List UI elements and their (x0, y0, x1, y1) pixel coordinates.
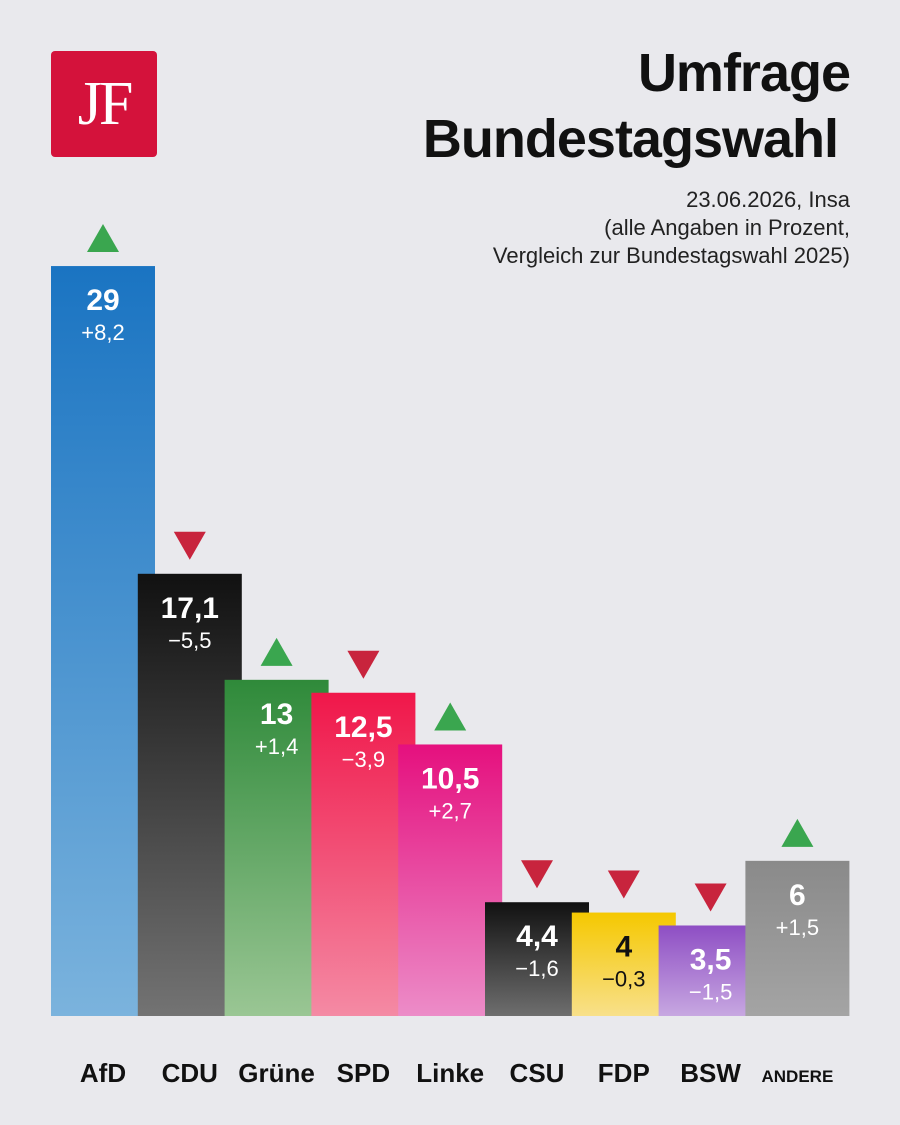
subtitle: 23.06.2026, Insa (alle Angaben in Prozen… (493, 186, 850, 270)
category-label-fdp: FDP (598, 1058, 650, 1088)
value-label-spd: 12,5 (334, 711, 392, 744)
bar-linke (398, 744, 503, 1016)
value-label-cdu: 17,1 (161, 592, 219, 625)
value-label-fdp: 4 (615, 931, 632, 964)
change-label-spd: −3,9 (342, 747, 385, 772)
bar-fdp (571, 912, 676, 1016)
change-label-afd: +8,2 (81, 320, 124, 345)
bar-bsw (658, 925, 763, 1016)
value-label-andere: 6 (789, 879, 806, 912)
value-label-csu: 4,4 (516, 920, 558, 953)
trend-down-icon (347, 650, 380, 679)
subtitle-line-1: 23.06.2026, Insa (686, 187, 850, 212)
bar-grne (224, 679, 329, 1016)
change-label-grne: +1,4 (255, 734, 298, 759)
change-label-andere: +1,5 (776, 915, 819, 940)
category-label-grne: Grüne (238, 1058, 315, 1088)
category-label-csu: CSU (510, 1058, 565, 1088)
value-label-grne: 13 (260, 698, 293, 731)
category-label-linke: Linke (416, 1058, 484, 1088)
category-label-afd: AfD (80, 1058, 126, 1088)
subtitle-line-3: Vergleich zur Bundestagswahl 2025) (492, 243, 850, 268)
trend-down-icon (694, 883, 727, 912)
trend-up-icon (781, 818, 814, 847)
value-label-bsw: 3,5 (690, 943, 732, 976)
category-label-andere: ANDERE (762, 1067, 834, 1086)
bar-spd (311, 692, 416, 1016)
change-label-fdp: −0,3 (602, 967, 645, 992)
change-label-csu: −1,6 (515, 956, 558, 981)
trend-up-icon (87, 224, 119, 253)
change-label-linke: +2,7 (428, 798, 471, 823)
change-label-cdu: −5,5 (168, 628, 211, 653)
trend-down-icon (173, 531, 206, 560)
change-label-bsw: −1,5 (689, 979, 732, 1004)
trend-down-icon (607, 870, 640, 899)
subtitle-line-2: (alle Angaben in Prozent, (604, 215, 850, 240)
category-label-bsw: BSW (680, 1058, 741, 1088)
bar-andere (745, 860, 850, 1016)
title-line-2: Bundestagswahl (422, 109, 839, 169)
jf-logo: JF (51, 51, 157, 157)
bar-cdu (137, 573, 242, 1016)
bar-csu (485, 902, 589, 1016)
category-label-spd: SPD (337, 1058, 390, 1088)
trend-down-icon (521, 860, 553, 889)
value-label-linke: 10,5 (421, 762, 479, 795)
bar-afd (51, 266, 155, 1016)
trend-up-icon (260, 637, 293, 666)
category-label-cdu: CDU (162, 1058, 218, 1088)
value-label-afd: 29 (86, 284, 119, 317)
trend-up-icon (434, 702, 467, 731)
page-title: Umfrage Bundestagswahl (422, 40, 851, 172)
title-line-1: Umfrage (637, 43, 851, 103)
